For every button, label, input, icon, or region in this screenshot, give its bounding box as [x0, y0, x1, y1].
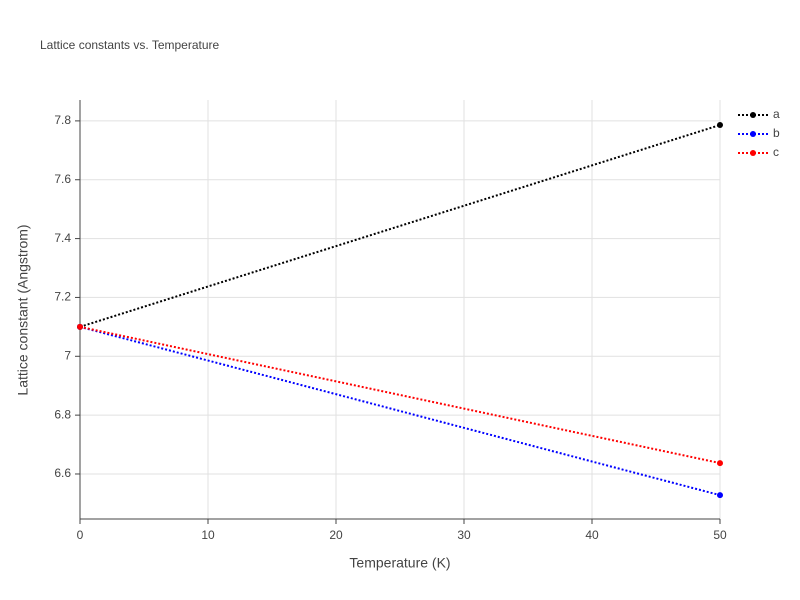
x-tick-label: 40 — [585, 528, 599, 542]
x-tick-label: 20 — [329, 528, 343, 542]
y-tick-label: 7.4 — [54, 231, 71, 245]
marker — [717, 460, 723, 467]
x-tick-label: 30 — [457, 528, 471, 542]
chart-title: Lattice constants vs. Temperature — [40, 38, 220, 52]
legend-marker — [750, 131, 756, 137]
line — [79, 325, 721, 465]
marker — [77, 323, 83, 330]
y-tick-label: 6.6 — [54, 466, 71, 480]
marker — [717, 122, 723, 129]
x-tick-label: 50 — [713, 528, 727, 542]
x-tick-label: 10 — [201, 528, 215, 542]
x-axis-title: Temperature (K) — [349, 555, 450, 571]
y-axis-title: Lattice constant (Angstrom) — [15, 224, 31, 395]
legend-label: c — [773, 145, 779, 159]
legend-marker — [750, 112, 756, 118]
legend-label: b — [773, 126, 780, 140]
x-tick-label: 0 — [77, 528, 84, 542]
y-tick-label: 6.8 — [54, 407, 71, 421]
legend-label: a — [773, 107, 780, 121]
line — [79, 124, 721, 328]
y-tick-label: 7.2 — [54, 290, 71, 304]
marker — [717, 492, 723, 499]
legend-marker — [750, 150, 756, 156]
y-tick-label: 7 — [64, 348, 71, 362]
y-tick-label: 7.6 — [54, 172, 71, 186]
y-tick-label: 7.8 — [54, 113, 71, 127]
line — [79, 325, 721, 497]
